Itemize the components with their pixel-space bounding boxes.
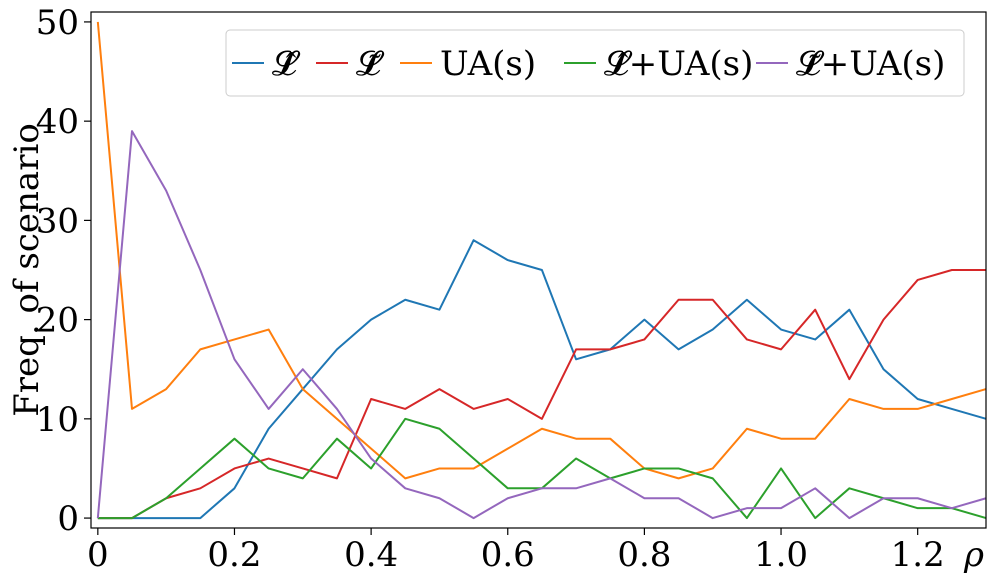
x-tick-label: 0.2 [207,535,261,575]
y-tick-label: 30 [36,201,79,241]
series-line-4 [97,417,987,520]
legend-label-1: 𝓛̂ [272,44,301,84]
series-line-2 [97,269,986,520]
series-line-1 [97,239,987,520]
y-tick-label: 10 [36,400,79,440]
x-tick-label: 1.2 [891,535,945,575]
plot-lines [96,21,987,520]
y-axis-label: Freq. of scenario [7,123,47,417]
legend-label-5: 𝓛̃+UA(s) [796,44,945,84]
x-axis-label: ρ [963,535,984,575]
y-tick-label: 50 [36,3,79,43]
series-line-3 [96,21,987,480]
legend-label-2: 𝓛̃ [356,44,385,84]
legend: 𝓛̂ 𝓛̃ UA(s) 𝓛̂+UA(s) 𝓛̃+UA(s) [225,29,965,97]
y-tick-label: 40 [36,102,79,142]
x-tick-label: 0.6 [481,535,535,575]
y-tick-label: 0 [57,499,79,539]
y-axis-ticks: 0 10 20 30 40 50 [36,3,91,539]
x-axis-ticks: 0 0.2 0.4 0.6 0.8 1.0 1.2 [87,528,945,575]
x-tick-label: 0 [87,535,109,575]
y-tick-label: 20 [36,301,79,341]
plot-frame [90,11,987,529]
legend-label-4: 𝓛̂+UA(s) [604,44,753,84]
series-line-5 [96,130,987,520]
legend-label-3: UA(s) [440,44,536,84]
x-tick-label: 1.0 [754,535,808,575]
x-tick-label: 0.8 [617,535,671,575]
x-tick-label: 0.4 [344,535,398,575]
